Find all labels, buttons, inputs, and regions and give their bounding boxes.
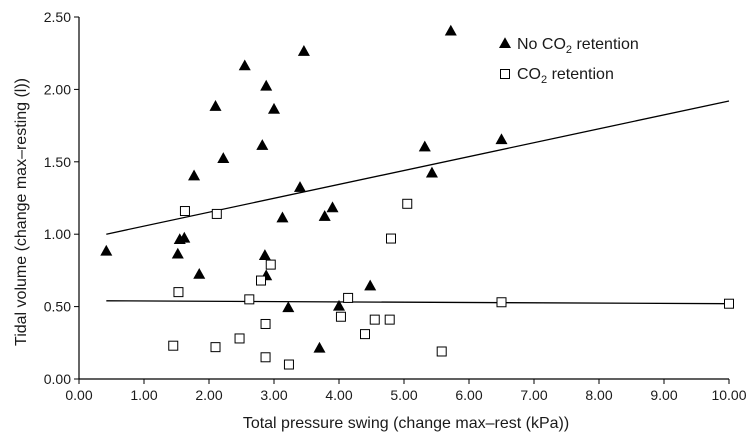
point-no-co2-retention (444, 24, 457, 36)
trend-line-co2-retention (106, 300, 730, 305)
x-axis-title: Total pressure swing (change max–rest (k… (243, 415, 569, 432)
legend-co2-retention-label: CO2 retention (517, 66, 614, 86)
x-tick-label: 8.00 (585, 387, 612, 403)
point-no-co2-retention (495, 133, 508, 145)
point-no-co2-retention (418, 140, 431, 152)
point-co2-retention (369, 314, 380, 325)
y-tick-label: 0.50 (44, 299, 71, 315)
point-co2-retention (260, 352, 271, 363)
x-tick-label: 3.00 (260, 387, 287, 403)
point-co2-retention (234, 333, 245, 344)
point-co2-retention (168, 340, 179, 351)
point-co2-retention (179, 206, 190, 217)
x-axis-ticks: 0.00 1.00 2.00 3.00 4.00 5.00 6.00 7.00 8.00 9.00… (65, 379, 747, 403)
point-no-co2-retention (260, 79, 273, 91)
x-tick-label: 4.00 (325, 387, 352, 403)
point-no-co2-retention (258, 249, 271, 260)
point-no-co2-retention (178, 231, 191, 243)
y-tick-label: 2.50 (44, 9, 71, 25)
legend-no-co2-retention-label: No CO2 retention (517, 36, 639, 56)
legend: No CO2 retention CO2 retention (498, 36, 639, 86)
point-co2-retention (283, 359, 294, 370)
point-no-co2-retention (238, 59, 251, 71)
point-no-co2-retention (318, 210, 331, 221)
point-co2-retention (724, 298, 734, 309)
y-tick-label: 0.00 (44, 371, 71, 387)
x-tick-label: 6.00 (455, 387, 482, 403)
point-no-co2-retention (297, 44, 310, 56)
point-co2-retention (173, 287, 184, 298)
point-co2-retention (360, 329, 370, 340)
legend-no-co2-retention-marker (498, 37, 512, 49)
trend-line-no-co2-retention (106, 100, 730, 235)
x-tick-label: 7.00 (520, 387, 547, 403)
point-co2-retention (211, 208, 222, 219)
point-no-co2-retention (293, 181, 307, 192)
point-co2-retention (496, 297, 507, 308)
point-no-co2-retention (282, 301, 295, 313)
axes (78, 17, 729, 380)
point-no-co2-retention (364, 279, 377, 291)
point-co2-retention (244, 294, 255, 305)
point-no-co2-retention (276, 211, 289, 223)
x-tick-label: 5.00 (390, 387, 417, 403)
point-co2-retention (436, 346, 447, 357)
point-no-co2-retention (326, 201, 339, 213)
y-axis-ticks: 0.00 0.50 1.00 1.50 2.00 2.50 (44, 9, 79, 387)
point-no-co2-retention (217, 152, 230, 163)
y-tick-label: 1.50 (44, 154, 71, 170)
data-points (100, 24, 734, 370)
point-co2-retention (384, 314, 395, 325)
point-co2-retention (335, 311, 346, 322)
point-no-co2-retention (425, 166, 438, 178)
point-co2-retention (256, 275, 266, 286)
point-no-co2-retention (313, 341, 326, 353)
point-no-co2-retention (256, 139, 269, 150)
point-co2-retention (343, 292, 354, 303)
x-tick-label: 9.00 (650, 387, 677, 403)
trend-lines (106, 100, 730, 305)
point-no-co2-retention (332, 299, 346, 311)
point-no-co2-retention (209, 100, 222, 111)
x-tick-label: 10.00 (711, 387, 746, 403)
point-no-co2-retention (193, 267, 206, 279)
x-tick-label: 1.00 (130, 387, 157, 403)
point-no-co2-retention (267, 102, 281, 114)
y-tick-label: 2.00 (44, 81, 71, 97)
x-tick-label: 2.00 (195, 387, 222, 403)
y-axis-title: Tidal volume (change max–resting (l)) (13, 78, 30, 346)
point-co2-retention (210, 342, 221, 353)
point-co2-retention (265, 259, 276, 270)
point-co2-retention (260, 318, 271, 329)
point-no-co2-retention (188, 169, 201, 181)
legend-co2-retention-marker (500, 69, 510, 79)
x-tick-label: 0.00 (65, 387, 92, 403)
point-co2-retention (386, 233, 396, 244)
point-co2-retention (402, 198, 413, 209)
point-no-co2-retention (100, 244, 113, 256)
y-tick-label: 1.00 (44, 226, 71, 242)
point-no-co2-retention (171, 247, 184, 259)
